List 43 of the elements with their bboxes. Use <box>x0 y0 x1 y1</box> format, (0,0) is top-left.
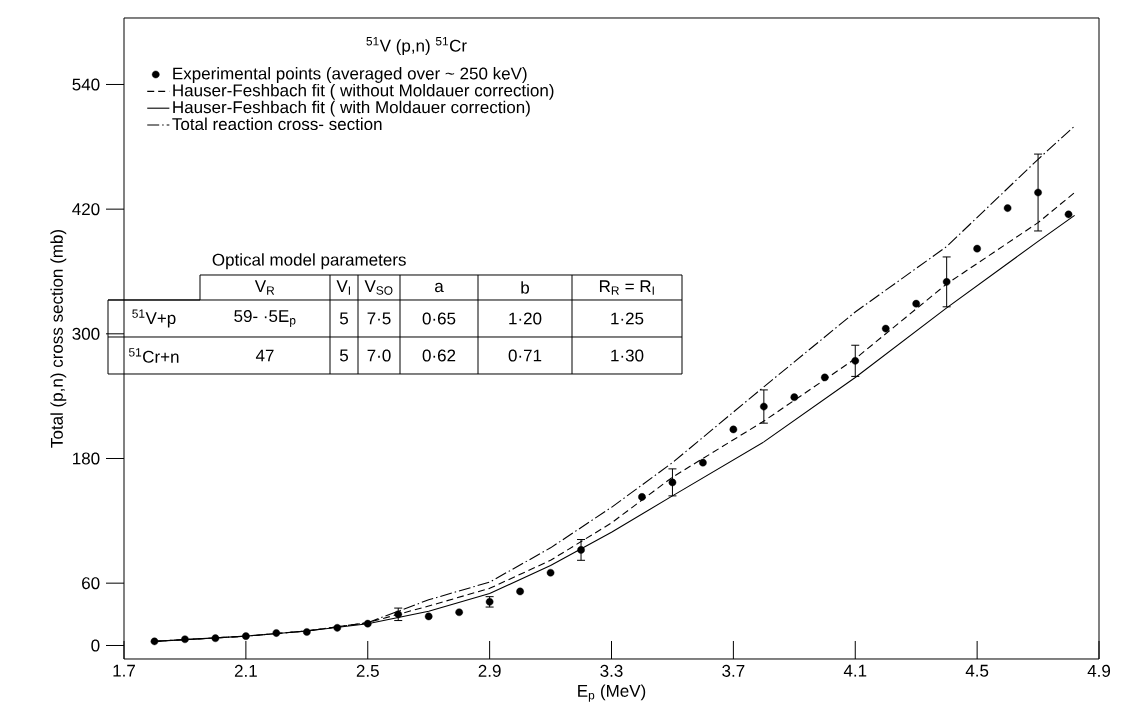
x-tick-label: 4.1 <box>843 664 867 677</box>
annotation: 0·62 <box>422 349 456 362</box>
annotation: Optical model parameters <box>212 253 406 270</box>
annotation: 1·25 <box>611 312 644 325</box>
x-tick-label: 4.5 <box>965 664 989 677</box>
text: $^{51}$V (p,n) $^{51}$Cr <box>366 37 467 56</box>
legend-label: Hauser-Feshbach fit ( with Moldauer correction) <box>173 100 530 117</box>
annotation: b <box>521 281 530 294</box>
x-axis-title: E$_{p}$ (MeV) <box>578 684 646 702</box>
annotation: 59- ·5E$_{p}$ <box>234 310 296 327</box>
y-tick-label: 420 <box>72 203 100 216</box>
annotation: 5 <box>339 349 349 362</box>
annotation: $^{51}$Cr+n <box>128 348 179 363</box>
annotation: 7·5 <box>367 312 391 325</box>
annotation: $^{51}$V+p <box>132 309 176 328</box>
annotation: V$_{R}$ <box>254 280 275 295</box>
annotation: 0·65 <box>422 312 456 325</box>
legend-label: Total reaction cross- section <box>172 117 382 131</box>
y-tick-label: 540 <box>72 78 100 91</box>
annotation: 7·0 <box>367 349 391 362</box>
x-tick-label: 2.9 <box>478 664 501 677</box>
x-tick-label: 4.9 <box>1087 664 1111 677</box>
y-tick-label: 0 <box>91 639 100 652</box>
x-tick-label: 2.1 <box>234 664 257 677</box>
annotation: 1·30 <box>611 349 644 362</box>
annotation: 1·20 <box>509 312 542 325</box>
annotation: V$_{SO}$ <box>364 280 393 295</box>
y-tick-label: 60 <box>82 577 100 590</box>
annotation: a <box>435 282 444 293</box>
legend-label: Hauser-Feshbach fit ( without Moldauer correction) <box>173 83 554 100</box>
y-tick-label: 180 <box>73 452 100 465</box>
y-tick-label: 300 <box>72 327 100 340</box>
annotation: 0·71 <box>508 349 542 362</box>
x-tick-label: 3.3 <box>600 664 623 677</box>
y-axis-title: Total (p,n) cross section (mb) <box>50 229 67 448</box>
annotation: 47 <box>255 349 274 362</box>
annotation: 5 <box>339 312 349 325</box>
legend-label: Experimental points (averaged over ~ 250 keV) <box>173 67 527 83</box>
x-tick-label: 2.5 <box>356 664 379 677</box>
annotation: V$_{I}$ <box>336 280 350 295</box>
x-tick-label: 1.7 <box>113 664 135 677</box>
annotation: R$_{R}$ = R$_{I}$ <box>599 280 654 295</box>
x-tick-label: 3.7 <box>722 664 745 677</box>
